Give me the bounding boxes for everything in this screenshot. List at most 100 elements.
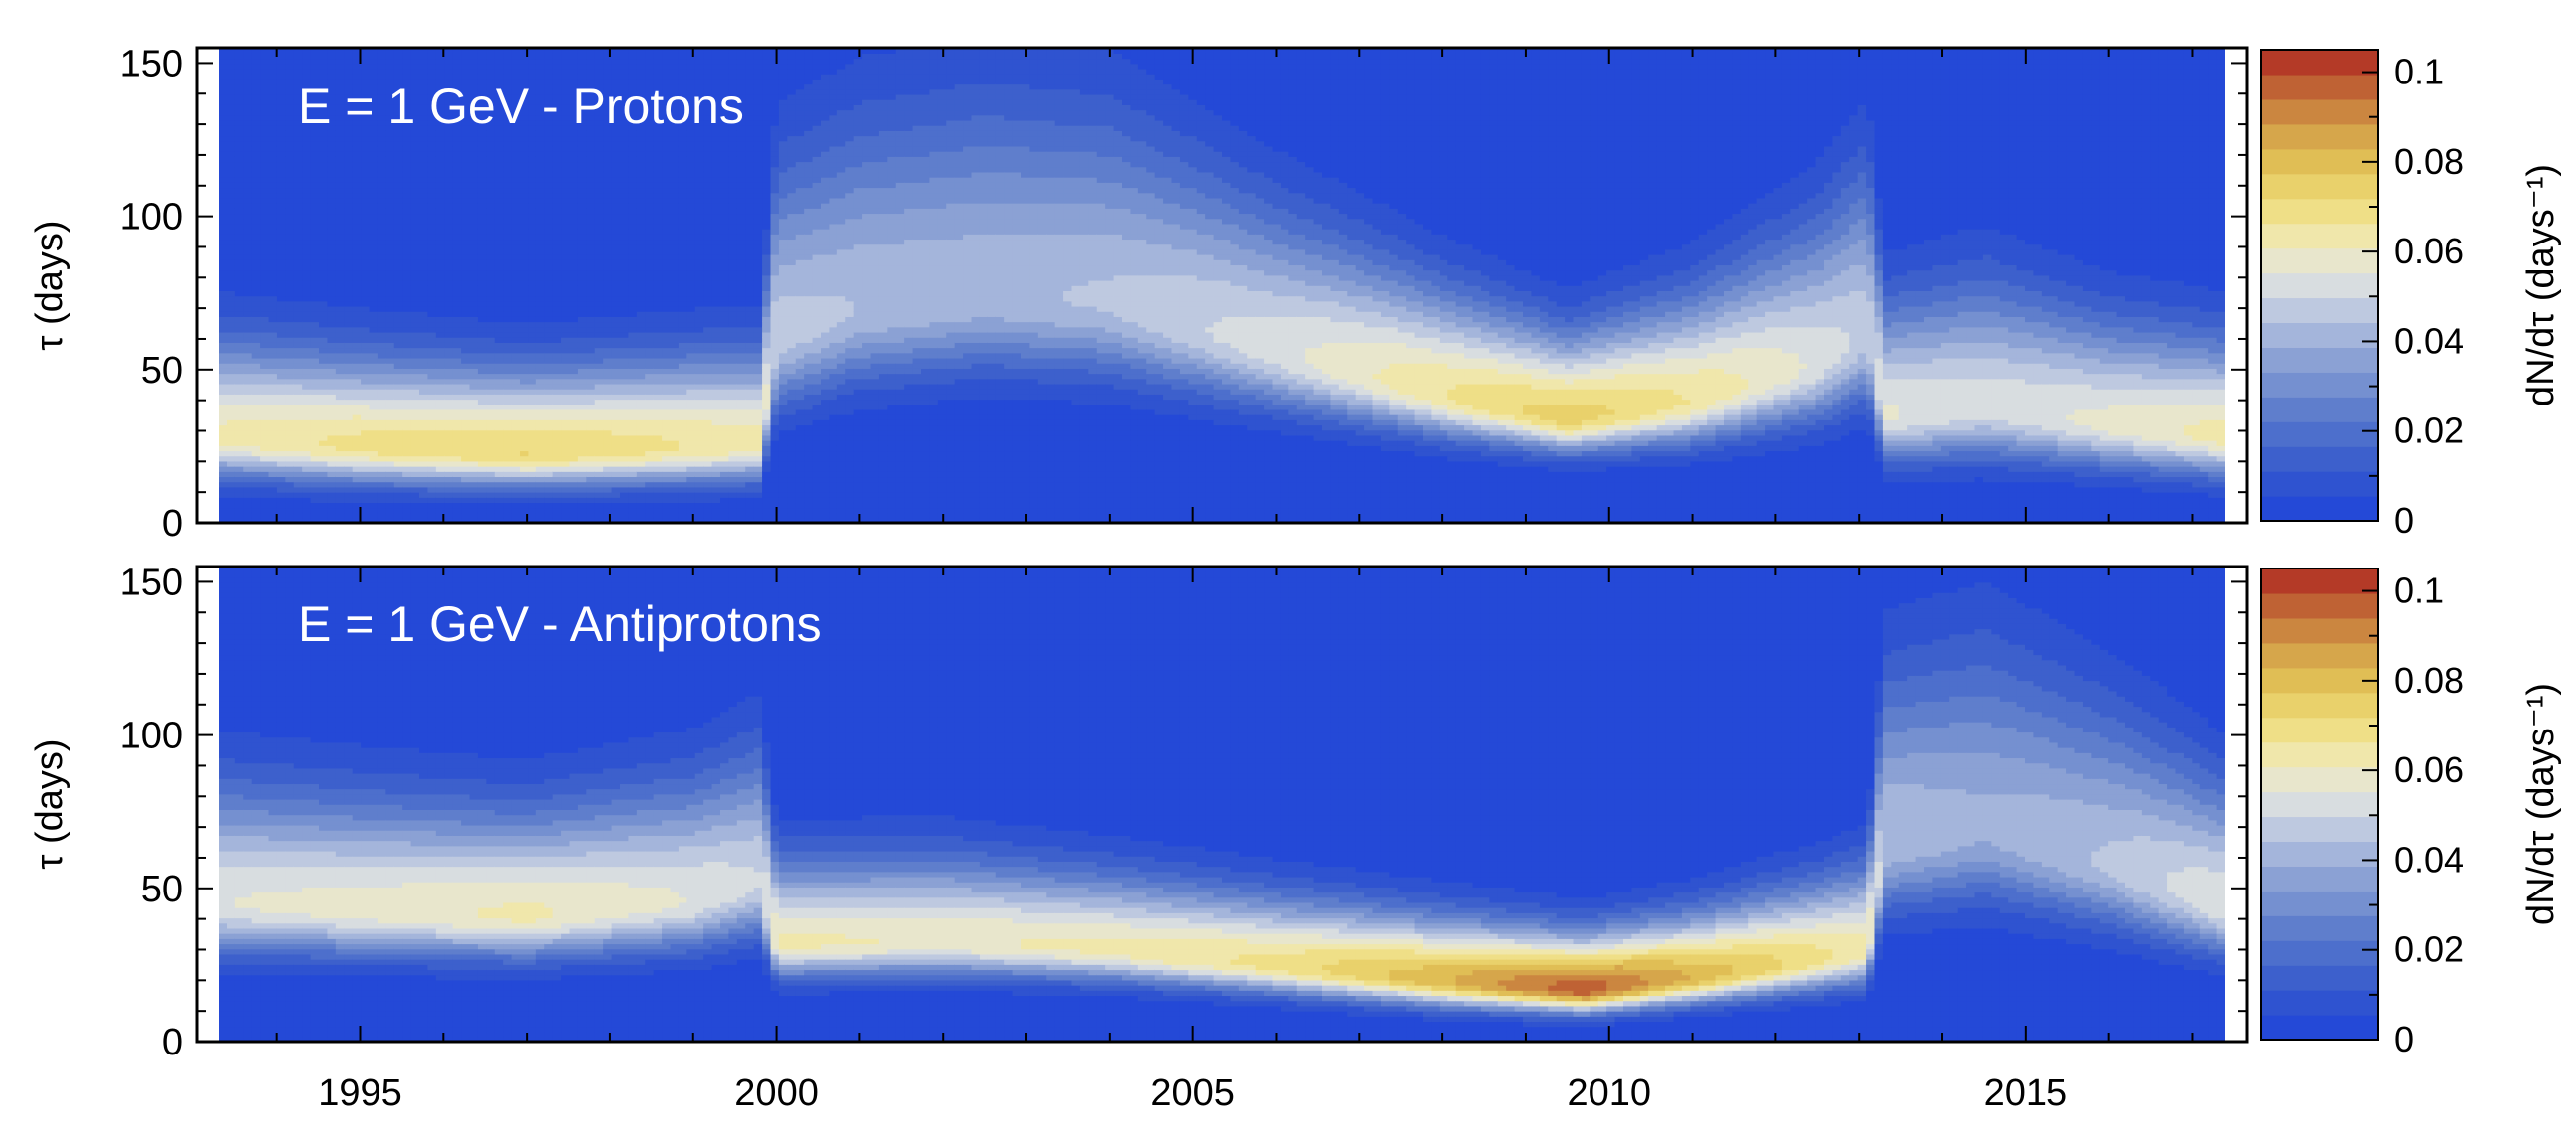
heatmap-cell — [544, 285, 554, 291]
heatmap-cell — [486, 234, 496, 241]
heatmap-cell — [276, 166, 287, 173]
heatmap-cell — [452, 507, 462, 514]
heatmap-cell — [251, 321, 261, 328]
heatmap-cell — [444, 213, 454, 220]
heatmap-cell — [569, 497, 579, 504]
heatmap-cell — [552, 176, 562, 183]
heatmap-cell — [628, 310, 638, 317]
heatmap-cell — [285, 424, 295, 431]
heatmap-cell — [620, 310, 630, 317]
heatmap-cell — [645, 347, 655, 354]
heatmap-cell — [477, 378, 488, 385]
heatmap-cell — [377, 140, 387, 147]
heatmap-cell — [620, 150, 630, 157]
heatmap-cell — [645, 321, 655, 328]
heatmap-cell — [469, 104, 479, 111]
heatmap-cell — [469, 460, 479, 467]
heatmap-cell — [427, 429, 437, 436]
heatmap-cell — [594, 413, 604, 420]
heatmap-cell — [268, 114, 278, 121]
heatmap-cell — [285, 502, 295, 509]
heatmap-cell — [302, 259, 312, 266]
heatmap-cell — [293, 347, 303, 354]
heatmap-cell — [377, 471, 387, 478]
heatmap-cell — [636, 176, 647, 183]
heatmap-cell — [419, 465, 429, 472]
heatmap-cell — [503, 491, 513, 498]
heatmap-cell — [444, 114, 454, 121]
heatmap-cell — [552, 408, 562, 415]
heatmap-cell — [511, 336, 521, 343]
heatmap-cell — [552, 305, 562, 312]
heatmap-cell — [444, 491, 454, 498]
heatmap-cell — [469, 357, 479, 364]
heatmap-cell — [503, 424, 513, 431]
heatmap-cell — [486, 243, 496, 250]
heatmap-cell — [569, 310, 579, 317]
heatmap-cell — [544, 455, 554, 462]
heatmap-cell — [335, 517, 346, 523]
heatmap-cell — [327, 362, 337, 369]
heatmap-cell — [234, 156, 245, 163]
heatmap-cell — [494, 404, 504, 410]
heatmap-cell — [419, 445, 429, 452]
heatmap-cell — [603, 413, 613, 420]
heatmap-cell — [427, 357, 437, 364]
heatmap-cell — [503, 342, 513, 349]
heatmap-cell — [251, 53, 261, 60]
heatmap-cell — [452, 429, 462, 436]
heatmap-cell — [410, 512, 420, 519]
heatmap-cell — [586, 408, 596, 415]
heatmap-cell — [435, 130, 446, 137]
heatmap-cell — [594, 336, 604, 343]
heatmap-cell — [520, 394, 530, 401]
heatmap-cell — [628, 228, 638, 235]
heatmap-cell — [435, 83, 446, 90]
heatmap-cell — [427, 223, 437, 230]
heatmap-cell — [577, 248, 588, 255]
heatmap-cell — [369, 176, 379, 183]
heatmap-cell — [260, 399, 270, 405]
heatmap-cell — [285, 130, 295, 137]
heatmap-cell — [662, 259, 672, 266]
heatmap-cell — [344, 512, 354, 519]
heatmap-cell — [402, 517, 412, 523]
heatmap-cell — [535, 68, 546, 75]
heatmap-cell — [344, 124, 354, 131]
heatmap-cell — [251, 248, 261, 255]
heatmap-cell — [569, 171, 579, 178]
heatmap-cell — [620, 208, 630, 215]
heatmap-cell — [444, 208, 454, 215]
heatmap-cell — [369, 331, 379, 338]
heatmap-cell — [452, 243, 462, 250]
heatmap-cell — [662, 124, 672, 131]
heatmap-cell — [310, 140, 320, 147]
heatmap-cell — [469, 109, 479, 116]
heatmap-cell — [486, 73, 496, 80]
heatmap-cell — [243, 156, 253, 163]
heatmap-cell — [251, 119, 261, 126]
heatmap-cell — [385, 455, 395, 462]
heatmap-cell — [444, 404, 454, 410]
heatmap-cell — [461, 300, 471, 307]
heatmap-cell — [620, 264, 630, 271]
heatmap-cell — [611, 79, 621, 85]
heatmap-cell — [662, 161, 672, 168]
heatmap-cell — [511, 228, 521, 235]
heatmap-cell — [645, 434, 655, 441]
heatmap-cell — [377, 413, 387, 420]
heatmap-cell — [535, 83, 546, 90]
heatmap-cell — [511, 342, 521, 349]
heatmap-cell — [586, 413, 596, 420]
heatmap-cell — [603, 399, 613, 405]
heatmap-cell — [344, 424, 354, 431]
heatmap-cell — [260, 135, 270, 142]
heatmap-cell — [234, 347, 245, 354]
heatmap-cell — [628, 285, 638, 291]
heatmap-cell — [594, 497, 604, 504]
heatmap-cell — [410, 68, 420, 75]
heatmap-cell — [620, 404, 630, 410]
heatmap-cell — [469, 150, 479, 157]
heatmap-cell — [268, 373, 278, 380]
heatmap-cell — [577, 476, 588, 483]
